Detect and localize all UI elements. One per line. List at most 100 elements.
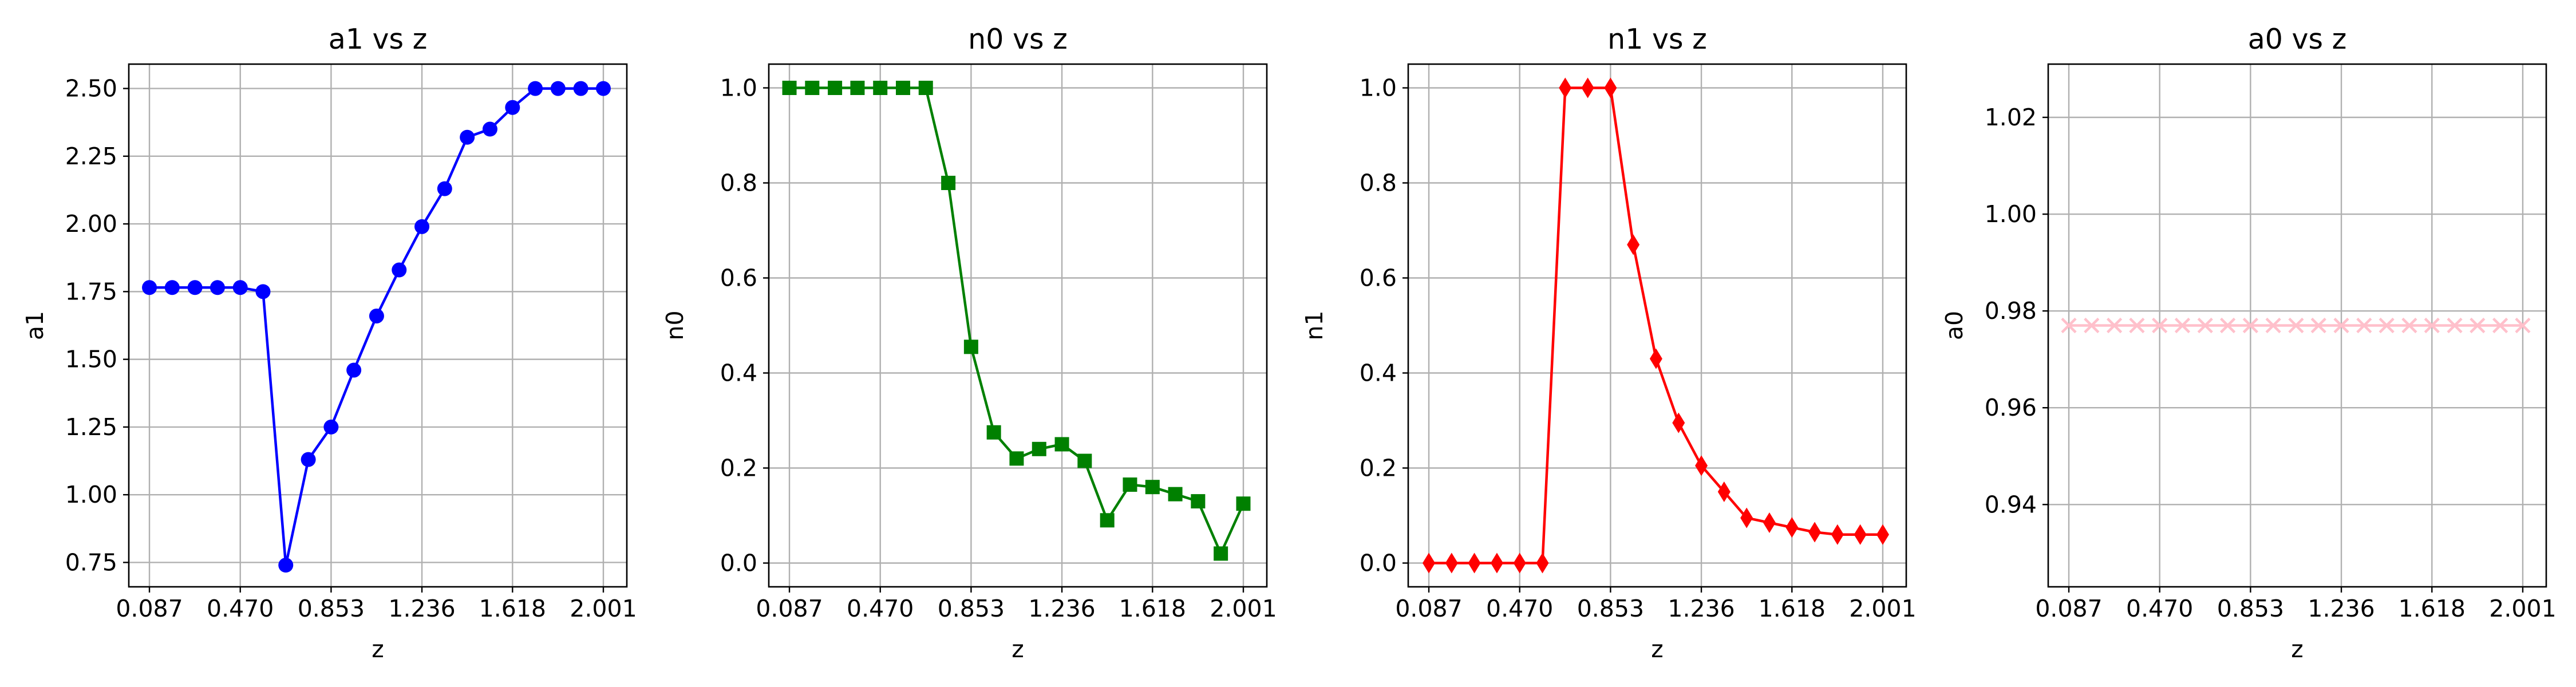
data-point — [437, 181, 452, 196]
data-point — [1740, 507, 1753, 528]
y-tick-label: 2.50 — [65, 75, 117, 102]
x-tick-label: 1.236 — [2308, 595, 2374, 622]
y-tick-label: 0.98 — [1985, 297, 2037, 325]
data-point — [2333, 317, 2349, 334]
data-point — [828, 81, 843, 95]
y-tick-label: 1.00 — [65, 481, 117, 508]
y-tick-label: 1.75 — [65, 278, 117, 305]
chart-title: n1 vs z — [1607, 23, 1707, 56]
data-point — [255, 284, 271, 299]
y-tick-label: 2.00 — [65, 210, 117, 238]
chart-title: a1 vs z — [329, 23, 428, 56]
data-point — [2447, 317, 2463, 334]
data-point — [278, 558, 294, 573]
data-point — [1468, 552, 1481, 574]
data-point — [1604, 77, 1617, 98]
data-point — [2424, 317, 2440, 334]
x-axis-label: z — [1012, 635, 1024, 663]
data-point — [2515, 317, 2531, 334]
y-tick-label: 1.00 — [1985, 200, 2037, 228]
data-point — [1876, 524, 1889, 545]
data-point — [1854, 524, 1867, 545]
axes-frame — [128, 63, 628, 588]
data-point — [805, 81, 820, 95]
data-point — [2265, 317, 2281, 334]
data-point — [1695, 455, 1708, 476]
data-point — [2129, 317, 2145, 334]
data-point — [164, 280, 180, 295]
x-tick-label: 0.853 — [298, 595, 365, 622]
data-point — [232, 280, 248, 295]
data-point — [1581, 77, 1594, 98]
data-point — [2174, 317, 2191, 334]
y-tick-label: 0.4 — [720, 360, 757, 387]
data-point — [595, 81, 611, 96]
data-point — [1627, 234, 1640, 255]
y-axis-label: n0 — [661, 310, 689, 340]
data-point — [1536, 552, 1549, 574]
data-point — [1032, 441, 1046, 456]
data-point — [1009, 451, 1024, 466]
x-tick-label: 2.001 — [2489, 595, 2556, 622]
data-point — [1100, 513, 1115, 528]
chart-panel-1: 0.087 0.470 0.853 1.236 1.618 2.001 0.75 1.00 1.… — [21, 23, 637, 663]
x-tick-label: 0.470 — [1486, 595, 1553, 622]
y-tick-label: 0.2 — [720, 455, 757, 482]
data-point — [2220, 317, 2236, 334]
data-point — [1191, 494, 1206, 509]
y-axis-label: n1 — [1301, 310, 1328, 340]
data-point — [1490, 552, 1503, 574]
data-point — [392, 262, 407, 278]
data-point — [1672, 412, 1685, 433]
axes-frame — [2047, 63, 2547, 588]
y-tick-label: 0.96 — [1985, 394, 2037, 421]
data-point — [1763, 512, 1776, 533]
data-point — [941, 176, 956, 190]
series-line — [1429, 86, 1883, 564]
x-tick-label: 1.236 — [1668, 595, 1735, 622]
data-point — [850, 81, 865, 95]
y-tick-label: 0.94 — [1985, 491, 2037, 518]
data-point — [301, 452, 316, 467]
x-tick-label: 0.087 — [116, 595, 183, 622]
x-tick-label: 0.470 — [847, 595, 914, 622]
x-tick-label: 1.618 — [479, 595, 546, 622]
x-tick-label: 0.087 — [756, 595, 823, 622]
x-tick-label: 0.087 — [1395, 595, 1462, 622]
x-tick-label: 0.087 — [2035, 595, 2102, 622]
axes-frame — [1407, 63, 1907, 588]
axes-frame — [768, 63, 1268, 588]
x-tick-label: 0.853 — [938, 595, 1005, 622]
data-point — [2379, 317, 2395, 334]
y-tick-label: 0.0 — [1360, 550, 1397, 577]
data-point — [895, 81, 910, 95]
data-point — [2492, 317, 2508, 334]
data-point — [873, 81, 888, 95]
data-point — [1785, 517, 1799, 538]
y-tick-label: 1.02 — [1985, 104, 2037, 131]
y-axis-label: a1 — [21, 311, 49, 340]
data-point — [369, 308, 384, 323]
data-point — [2401, 317, 2417, 334]
data-point — [2288, 317, 2304, 334]
chart-title: n0 vs z — [968, 23, 1068, 56]
x-axis-label: z — [2291, 635, 2304, 663]
data-point — [482, 121, 497, 137]
data-point — [1831, 524, 1844, 545]
x-tick-label: 2.001 — [570, 595, 637, 622]
x-tick-label: 0.470 — [2126, 595, 2193, 622]
x-tick-label: 0.470 — [207, 595, 274, 622]
x-tick-label: 1.618 — [2399, 595, 2466, 622]
chart-panel-3: 0.087 0.470 0.853 1.236 1.618 2.001 0.0 0.2 0.4 0… — [1301, 23, 1917, 663]
y-tick-label: 0.4 — [1360, 360, 1397, 387]
y-axis-label: a0 — [1941, 311, 1968, 340]
data-point — [1649, 348, 1662, 369]
y-tick-label: 1.50 — [65, 346, 117, 373]
data-point — [2061, 317, 2077, 334]
data-point — [986, 425, 1001, 440]
data-point — [1214, 546, 1228, 561]
data-point — [1513, 552, 1526, 574]
data-point — [2106, 317, 2123, 334]
data-point — [782, 81, 797, 95]
